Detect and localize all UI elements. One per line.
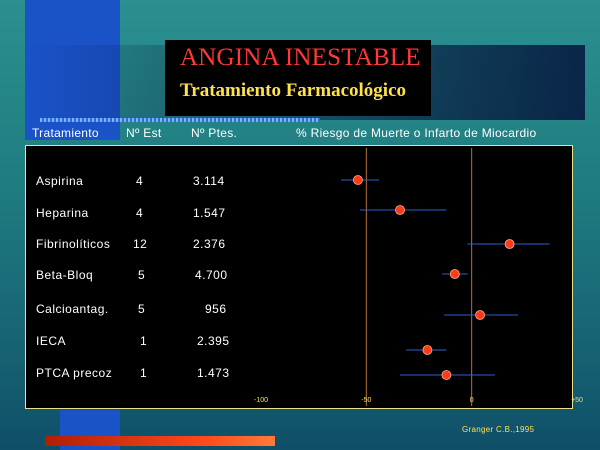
row-n-patients: 1.547 xyxy=(193,206,226,220)
row-treatment: Calcioantag. xyxy=(36,302,109,316)
row-treatment: PTCA precoz xyxy=(36,366,113,380)
row-n-studies: 1 xyxy=(140,366,148,380)
deco-dotted-bar xyxy=(40,118,320,122)
title-box xyxy=(165,40,431,116)
slide-title: ANGINA INESTABLE xyxy=(180,44,421,71)
x-tick-label: +50 xyxy=(571,397,583,404)
point-estimate xyxy=(504,239,515,249)
point-estimate xyxy=(353,175,363,185)
point-estimate xyxy=(395,205,405,215)
row-n-patients: 956 xyxy=(205,302,227,316)
citation: Granger C.B.,1995 xyxy=(462,425,535,434)
x-tick-label: 0 xyxy=(469,397,474,404)
point-estimate xyxy=(449,269,460,279)
row-n-patients: 2.376 xyxy=(193,237,226,251)
row-treatment: Aspirina xyxy=(36,174,84,188)
x-tick-label: -100 xyxy=(253,397,269,404)
row-n-studies: 5 xyxy=(138,268,146,282)
row-n-studies: 5 xyxy=(138,302,146,316)
row-n-patients: 1.473 xyxy=(197,366,230,380)
row-treatment: Fibrinolíticos xyxy=(36,237,111,251)
point-estimate xyxy=(441,370,452,380)
row-n-studies: 4 xyxy=(136,206,144,220)
point-estimate xyxy=(422,345,433,355)
row-n-studies: 4 xyxy=(136,174,144,188)
row-treatment: IECA xyxy=(36,334,67,348)
row-n-studies: 1 xyxy=(140,334,148,348)
slide-subtitle: Tratamiento Farmacológico xyxy=(180,80,406,101)
row-n-studies: 12 xyxy=(133,237,148,251)
row-n-patients: 3.114 xyxy=(193,174,225,188)
deco-red-bar xyxy=(45,436,275,446)
point-estimate xyxy=(475,310,485,320)
forest-plot-panel xyxy=(25,145,573,409)
row-treatment: Beta-Bloq xyxy=(36,268,94,282)
row-n-patients: 2.395 xyxy=(197,334,230,348)
header-n-studies: Nº Est xyxy=(126,126,162,140)
header-treatment: Tratamiento xyxy=(32,126,99,140)
row-n-patients: 4.700 xyxy=(195,268,228,282)
header-n-patients: Nº Ptes. xyxy=(191,126,238,140)
row-treatment: Heparina xyxy=(36,206,89,220)
header-risk: % Riesgo de Muerte o Infarto de Miocardi… xyxy=(296,126,537,140)
x-tick-label: -50 xyxy=(361,397,372,404)
